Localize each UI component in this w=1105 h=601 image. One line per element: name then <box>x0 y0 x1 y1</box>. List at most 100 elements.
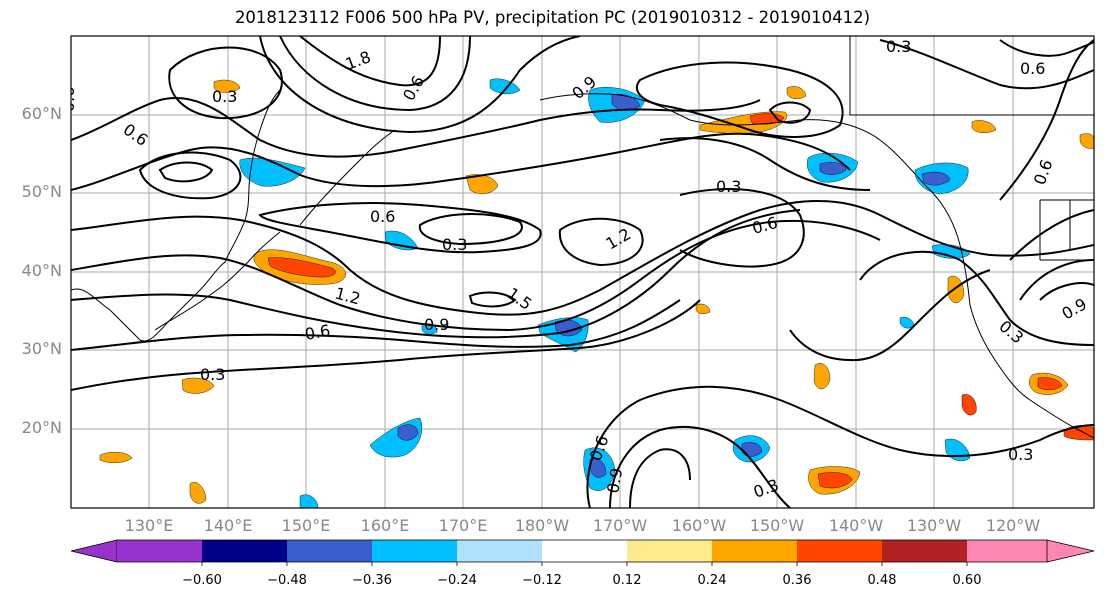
pv-contour <box>71 299 701 391</box>
contour-label: 0.3 <box>995 317 1027 348</box>
contour-label: 0.9 <box>603 466 626 494</box>
contour-label: 1.5 <box>504 284 536 314</box>
contour-label: 0.6 <box>1030 157 1057 187</box>
precip-patch <box>944 438 971 462</box>
lon-label: 150°E <box>281 516 331 535</box>
contour-label: 1.8 <box>343 47 373 74</box>
contour-label: 0.3 <box>200 365 225 384</box>
pv-contours <box>71 36 1094 508</box>
pv-contour <box>468 291 517 308</box>
precip-patch <box>786 86 807 99</box>
lat-label: 60°N <box>21 104 62 123</box>
colorbar-tick-label: −0.60 <box>182 573 222 588</box>
contour-label: 0.3 <box>1008 445 1033 464</box>
lon-label: 140°W <box>828 516 884 535</box>
pv-contour <box>999 39 1094 57</box>
precip-patch <box>397 424 419 441</box>
pv-contour <box>859 250 1094 346</box>
pv-contour <box>1009 209 1094 261</box>
graticule <box>71 36 1094 508</box>
pv-contour <box>71 219 881 332</box>
precip-patch <box>99 451 133 463</box>
pv-contour <box>71 97 761 158</box>
pv-contour <box>999 39 1094 201</box>
lon-label: 140°E <box>203 516 253 535</box>
contour-labels: 0.3 0.6 1.8 0.6 0.3 0.6 1.2 0.9 0.6 0.3 … <box>59 37 1091 502</box>
contour-label: 0.6 <box>1020 59 1045 78</box>
precip-patch <box>299 494 319 508</box>
contour-label: 0.9 <box>1059 294 1091 323</box>
lat-label: 20°N <box>21 418 62 437</box>
precip-patch <box>741 442 763 457</box>
map-frame <box>70 35 1095 509</box>
pv-contour <box>418 213 523 246</box>
contour-label: 0.3 <box>212 87 237 106</box>
colorbar <box>70 539 1095 566</box>
kamchatka-coastline <box>299 129 396 226</box>
alaska-coastline <box>539 93 1094 439</box>
precip-patch <box>1079 133 1094 149</box>
na-border <box>849 36 1094 116</box>
precip-patch <box>813 363 831 390</box>
precip-patch <box>695 303 711 314</box>
precip-patch <box>213 79 241 93</box>
pv-contour <box>586 385 1094 508</box>
colorbar-bin <box>542 540 627 562</box>
colorbar-bin <box>287 540 372 562</box>
contour-label: 0.6 <box>120 120 152 150</box>
colorbar-bin <box>967 540 1047 562</box>
precip-patch <box>961 394 977 416</box>
contour-label: 0.9 <box>424 315 449 334</box>
pv-contour <box>879 39 1094 90</box>
pv-contour <box>635 61 844 138</box>
precip-patch <box>899 316 915 329</box>
map-title: 2018123112 F006 500 hPa PV, precipitatio… <box>234 8 871 27</box>
colorbar-bin <box>117 540 202 562</box>
precip-patch <box>1037 377 1063 391</box>
pv-contour <box>259 36 581 134</box>
lon-label: 120°W <box>985 516 1041 535</box>
lat-label: 50°N <box>21 182 62 201</box>
pv-contour <box>1039 282 1094 301</box>
colorbar-tick-label: −0.12 <box>522 573 562 588</box>
colorbar-tick-label: 0.12 <box>612 573 642 588</box>
pv-contour <box>789 269 991 362</box>
pv-contour <box>659 137 871 191</box>
pv-contour <box>679 188 805 268</box>
colorbar-tick-label: 0.48 <box>867 573 897 588</box>
contour-label: 0.6 <box>59 87 78 112</box>
lon-label: 130°E <box>124 516 174 535</box>
lat-label: 30°N <box>21 339 62 358</box>
pv-contour <box>71 209 801 339</box>
precipitation-shading <box>99 78 1094 508</box>
precip-patch <box>947 275 965 304</box>
colorbar-tick-label: 0.24 <box>697 573 727 588</box>
precip-patch <box>921 171 951 186</box>
precip-patch <box>189 482 207 504</box>
precip-patch <box>817 472 853 489</box>
pv-contour <box>168 46 283 120</box>
pv-contour <box>138 151 242 200</box>
pv-contour <box>629 448 691 508</box>
precip-patch <box>181 377 215 394</box>
lon-label: 160°E <box>360 516 410 535</box>
colorbar-tick-label: −0.24 <box>437 573 477 588</box>
lon-label: 150°W <box>749 516 805 535</box>
coastlines <box>71 36 1094 439</box>
colorbar-bin <box>712 540 797 562</box>
pv-contour <box>279 36 471 112</box>
colorbar-bin <box>457 540 542 562</box>
lon-label: 180°W <box>514 516 570 535</box>
pv-contour <box>1019 259 1094 301</box>
us-states <box>1039 199 1094 261</box>
pv-contour <box>71 132 851 191</box>
japan-coastline <box>154 231 281 331</box>
precip-patch <box>489 78 521 95</box>
lon-label: 160°W <box>671 516 727 535</box>
colorbar-extend-max <box>1046 539 1095 563</box>
colorbar-tick-label: −0.48 <box>267 573 307 588</box>
precip-patch <box>465 174 499 194</box>
pv-contour <box>71 199 1094 316</box>
lon-label: 170°W <box>592 516 648 535</box>
